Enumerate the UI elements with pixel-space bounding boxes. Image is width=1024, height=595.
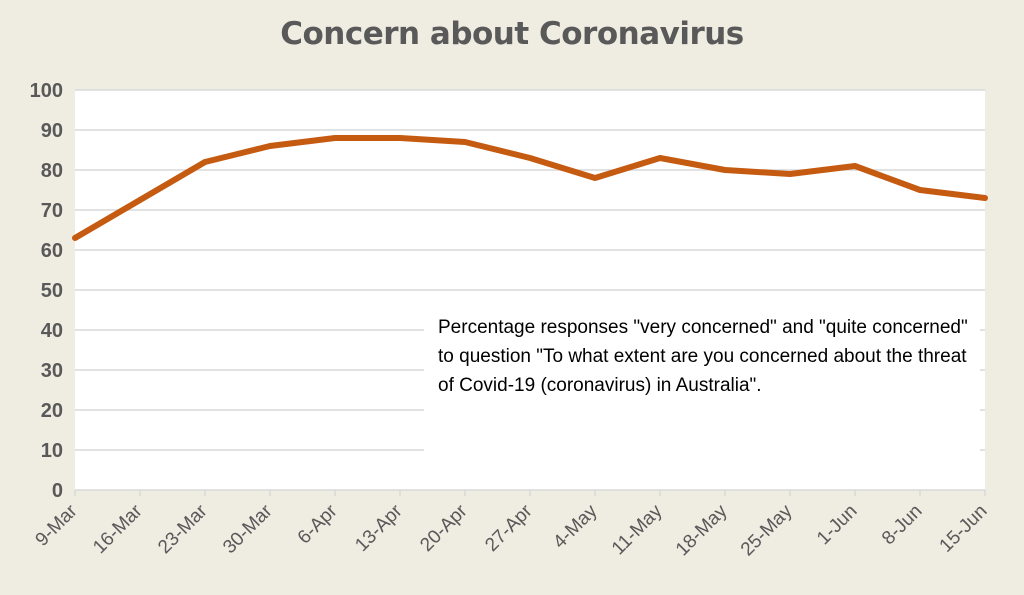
x-tick-label: 20-Apr: [416, 500, 472, 556]
x-tick-label: 4-May: [549, 500, 602, 553]
x-tick-label: 18-May: [672, 500, 732, 560]
chart-title: Concern about Coronavirus: [280, 16, 744, 52]
y-tick-label: 0: [52, 480, 63, 502]
x-tick-label: 16-Mar: [89, 500, 147, 558]
y-tick-label: 100: [30, 80, 63, 102]
x-tick-label: 8-Jun: [878, 501, 926, 549]
y-tick-label: 70: [41, 200, 63, 222]
x-tick-label: 15-Jun: [936, 501, 992, 557]
chart-annotation: Percentage responses "very concerned" an…: [424, 303, 980, 455]
y-tick-label: 10: [41, 440, 63, 462]
x-tick-label: 23-Mar: [154, 500, 212, 558]
x-tick-label: 25-May: [737, 500, 797, 560]
y-tick-label: 40: [41, 320, 63, 342]
y-tick-label: 80: [41, 160, 63, 182]
x-tick-label: 13-Apr: [351, 500, 407, 556]
x-tick-label: 30-Mar: [219, 500, 277, 558]
y-tick-label: 20: [41, 400, 63, 422]
x-tick-label: 9-Mar: [32, 500, 82, 550]
x-tick-label: 6-Apr: [294, 500, 342, 548]
x-tick-label: 27-Apr: [481, 500, 537, 556]
y-tick-label: 90: [41, 120, 63, 142]
y-tick-label: 30: [41, 360, 63, 382]
x-tick-label: 11-May: [608, 500, 667, 559]
y-tick-label: 50: [41, 280, 63, 302]
x-tick-label: 1-Jun: [813, 501, 861, 549]
y-tick-label: 60: [41, 240, 63, 262]
